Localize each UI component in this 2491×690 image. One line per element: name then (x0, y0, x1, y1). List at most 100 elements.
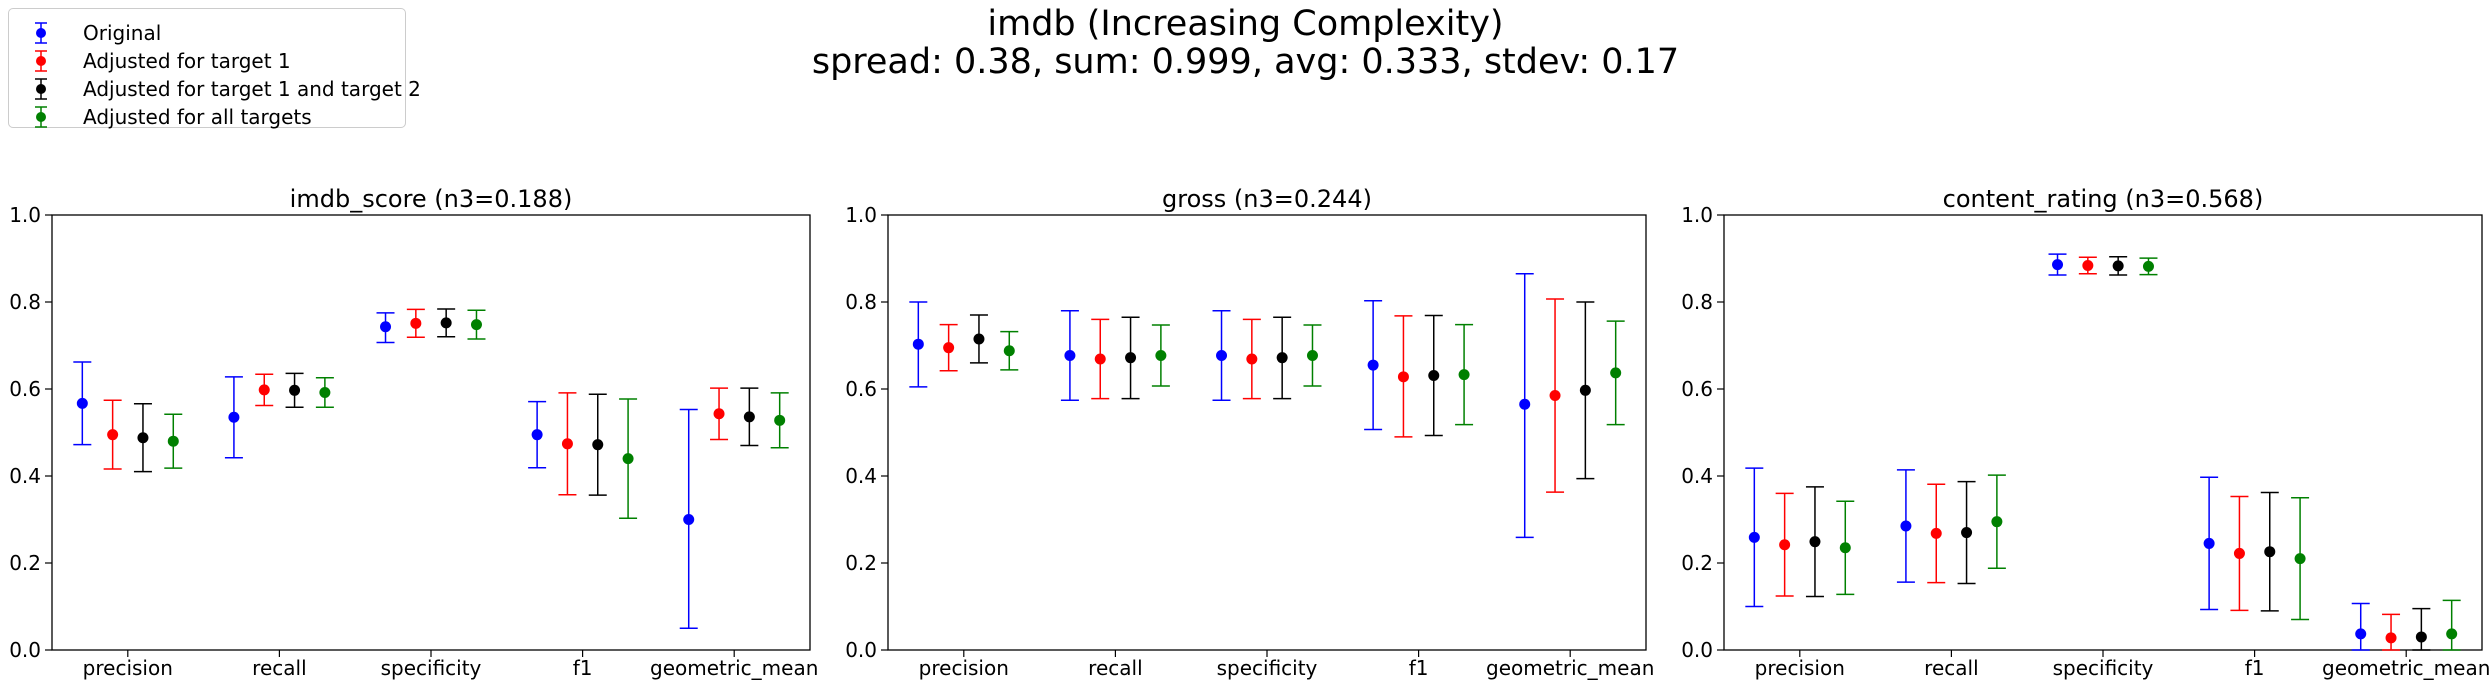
y-tick-label: 0.0 (1681, 638, 1713, 662)
y-tick-label: 0.6 (1681, 377, 1713, 401)
chart-subtitle: spread: 0.38, sum: 0.999, avg: 0.333, st… (811, 42, 1680, 82)
data-point (470, 319, 482, 331)
x-tick-label: geometric_mean (1486, 656, 1654, 680)
subplot-title: imdb_score (n3=0.188) (290, 185, 573, 213)
data-point (1839, 542, 1851, 554)
y-tick-label: 1.0 (845, 203, 877, 227)
x-tick-label: precision (83, 656, 173, 680)
series-adjusted-for-target-1-and-target-2 (969, 301, 1595, 480)
y-tick-label: 0.2 (845, 551, 877, 575)
data-point (943, 342, 955, 354)
y-tick-label: 1.0 (9, 203, 41, 227)
data-point (2446, 628, 2458, 640)
x-tick-label: f1 (2245, 656, 2265, 680)
subplot-title: gross (n3=0.244) (1162, 185, 1372, 213)
data-point (1458, 369, 1470, 381)
y-tick-label: 0.8 (1681, 290, 1713, 314)
legend-marker-target-1 (35, 50, 47, 72)
data-point (683, 514, 695, 525)
series-original (1745, 253, 2370, 651)
series-adjusted-for-all-targets (1000, 320, 1625, 426)
data-point (1125, 352, 1137, 364)
x-tick-label: f1 (573, 656, 593, 680)
data-point (2142, 260, 2154, 272)
data-point (973, 333, 985, 345)
y-tick-label: 0.0 (9, 638, 41, 662)
axes-frame (887, 214, 1647, 651)
subplot-gross-n3-0-244: gross (n3=0.244) 0.0 0.2 0.4 0.6 0.8 1.0 precis… (845, 185, 1654, 680)
data-point (167, 435, 179, 447)
y-tick-label: 1.0 (1681, 203, 1713, 227)
data-point (107, 429, 119, 441)
data-point (440, 317, 452, 329)
data-point (713, 408, 725, 420)
y-tick-label: 0.2 (1681, 551, 1713, 575)
data-point (1900, 520, 1912, 532)
data-point (592, 439, 604, 451)
legend-marker-all-targets (35, 106, 47, 128)
data-point (1094, 353, 1106, 365)
y-tick-label: 0.6 (845, 377, 877, 401)
y-tick-label: 0.0 (845, 638, 877, 662)
data-point (1216, 350, 1228, 362)
data-point (1246, 353, 1258, 365)
x-tick-label: precision (1755, 656, 1845, 680)
y-tick-label: 0.4 (1681, 464, 1713, 488)
data-point (1276, 352, 1288, 364)
data-point (774, 414, 786, 426)
legend-item-original: Original (19, 19, 161, 47)
subplot-imdb-score-n3-0-188: imdb_score (n3=0.188) 0.0 0.2 0.4 0.6 0.8 1.0 p… (9, 185, 818, 680)
legend: Original Adjusted for target 1 Adjusted … (8, 8, 421, 131)
legend-dot (36, 84, 46, 94)
axes-frame (51, 214, 811, 651)
data-point (1579, 384, 1591, 396)
data-point (410, 317, 422, 329)
series-adjusted-for-target-1 (939, 298, 1565, 493)
y-tick-label: 0.8 (845, 290, 877, 314)
data-point (1306, 350, 1318, 362)
data-point (2415, 631, 2427, 643)
data-point (1809, 536, 1821, 548)
x-tick-label: geometric_mean (2322, 656, 2490, 680)
legend-item-target-1: Adjusted for target 1 (19, 47, 291, 75)
data-point (1961, 527, 1973, 539)
data-point (622, 453, 634, 465)
data-point (1779, 539, 1791, 551)
data-point (1610, 367, 1622, 379)
data-point (2233, 547, 2245, 559)
data-point (743, 411, 755, 423)
data-point (258, 384, 270, 396)
series-original (73, 312, 698, 629)
data-point (380, 321, 392, 333)
x-tick-label: precision (919, 656, 1009, 680)
legend-marker-target-1-and-2 (35, 78, 47, 100)
data-point (76, 397, 88, 409)
chart-title: imdb (Increasing Complexity) (987, 4, 1504, 44)
data-point (1367, 359, 1379, 371)
subplot-title: content_rating (n3=0.568) (1943, 185, 2264, 213)
data-point (1064, 350, 1076, 362)
y-tick-label: 0.6 (9, 377, 41, 401)
data-point (2112, 260, 2124, 272)
x-tick-label: recall (252, 656, 306, 680)
y-tick-label: 0.2 (9, 551, 41, 575)
data-point (2385, 632, 2397, 644)
x-tick-label: geometric_mean (650, 656, 818, 680)
data-point (1930, 527, 1942, 539)
data-point (2294, 553, 2306, 565)
legend-label: Adjusted for all targets (83, 105, 312, 129)
legend-marker-original (35, 22, 47, 44)
series-adjusted-for-target-1-and-target-2 (133, 308, 759, 496)
data-point (561, 438, 573, 450)
data-point (1519, 398, 1531, 410)
legend-item-all-targets: Adjusted for all targets (19, 103, 312, 131)
x-tick-label: recall (1088, 656, 1142, 680)
axes-frame (1723, 214, 2483, 651)
data-point (1549, 390, 1561, 402)
legend-dot (36, 28, 46, 38)
data-point (2264, 546, 2276, 558)
series-adjusted-for-target-1 (1775, 256, 2401, 651)
legend-dot (36, 112, 46, 122)
series-adjusted-for-all-targets (1836, 257, 2461, 651)
